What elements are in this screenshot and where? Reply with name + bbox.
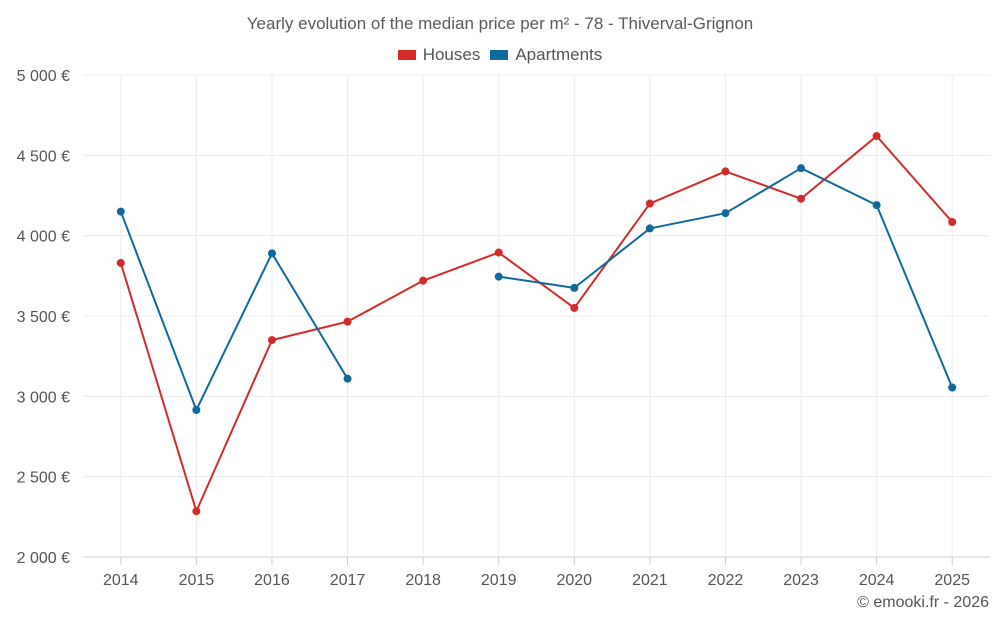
y-tick-label: 2 500 € [17,470,70,487]
legend-swatch-houses [397,50,416,60]
data-point-apartments-2021 [645,224,654,233]
data-point-houses-2017 [343,317,352,326]
data-point-houses-2018 [419,276,428,285]
data-point-houses-2022 [721,167,730,176]
credit-text: © emooki.fr - 2026 [857,594,989,611]
x-tick-label: 2018 [405,572,441,589]
x-tick-label: 2019 [481,572,517,589]
x-tick-label: 2023 [783,572,819,589]
grid-layer [83,74,990,558]
data-point-apartments-2022 [721,209,730,218]
data-point-apartments-2015 [192,405,201,414]
data-point-houses-2021 [645,199,654,208]
data-point-apartments-2019 [494,272,503,281]
series-line-houses [119,135,953,513]
x-tick-label: 2021 [632,572,668,589]
chart-title: Yearly evolution of the median price per… [246,14,754,33]
y-tick-label: 4 500 € [17,148,70,165]
data-point-houses-2016 [267,336,276,345]
x-tick-label: 2020 [556,572,592,589]
y-tick-label: 5 000 € [17,68,70,85]
x-tick-label: 2025 [934,572,970,589]
y-tick-label: 2 000 € [17,550,70,567]
data-point-houses-2015 [192,507,201,516]
legend-label-apartments: Apartments [515,45,603,64]
y-tick-label: 3 500 € [17,309,70,326]
y-tick-label: 4 000 € [17,229,70,246]
x-tick-label: 2024 [859,572,895,589]
x-tick-label: 2015 [179,572,215,589]
data-point-houses-2024 [872,132,881,141]
data-point-apartments-2017 [343,374,352,383]
x-tick-label: 2017 [330,572,366,589]
legend-item-apartments[interactable]: Apartments [490,45,602,65]
legend-swatch-apartments [490,50,509,60]
x-tick-label: 2016 [254,572,290,589]
x-tick-label: 2022 [708,572,744,589]
data-point-houses-2019 [494,248,503,257]
legend-item-houses[interactable]: Houses [397,45,481,65]
data-point-houses-2023 [797,194,806,203]
data-point-apartments-2025 [948,383,957,392]
series-layer [116,132,957,516]
data-point-houses-2025 [948,218,957,227]
x-tick-label: 2014 [103,572,139,589]
legend-label-houses: Houses [422,45,481,64]
data-point-apartments-2023 [797,164,806,173]
data-point-apartments-2014 [116,207,125,216]
legend: Houses Apartments [0,45,1000,65]
data-point-apartments-2016 [267,249,276,258]
series-line-apartments [119,211,349,411]
axis-layer: 2 000 € 2 500 € 3 000 € 3 500 € 4 000 € 4 500… [17,68,970,589]
data-point-apartments-2024 [872,201,881,210]
data-point-apartments-2020 [570,283,579,292]
data-point-houses-2020 [570,303,579,312]
data-point-houses-2014 [116,258,125,267]
y-tick-label: 3 000 € [17,389,70,406]
